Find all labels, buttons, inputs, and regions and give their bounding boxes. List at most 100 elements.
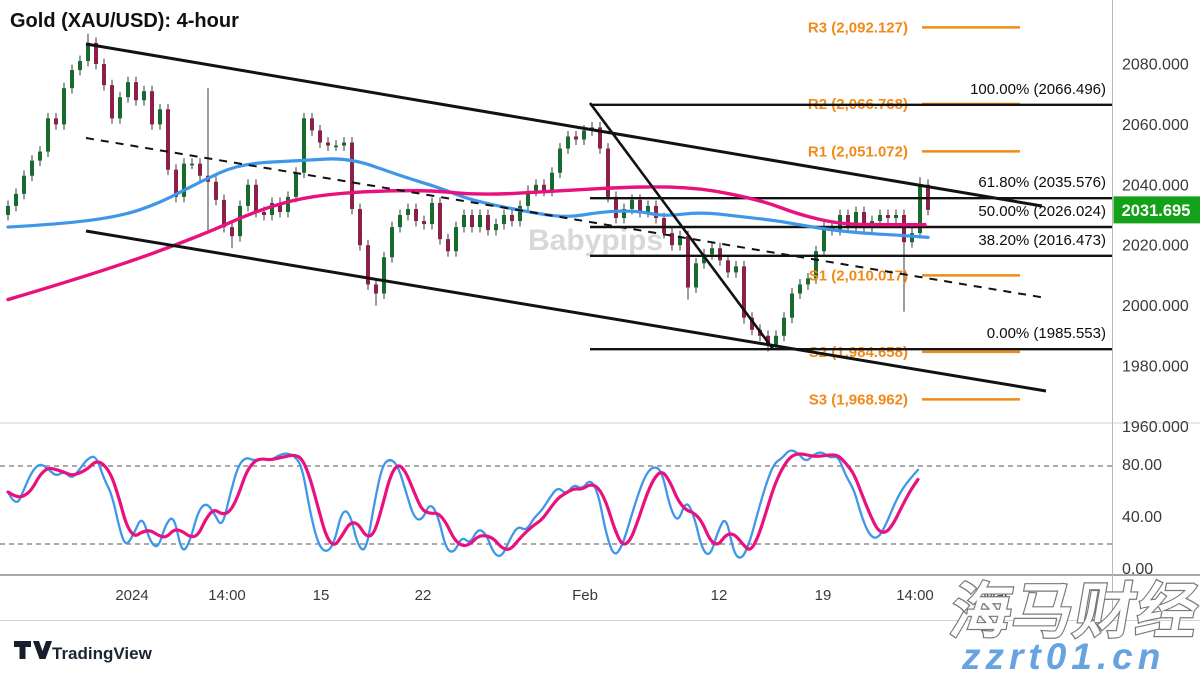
candle-body [390,227,394,258]
candle-body [494,224,498,231]
candle-body [606,148,610,197]
candle-body [398,215,402,228]
stoch-d-line [6,452,920,551]
candle-body [374,284,378,294]
candle-body [294,172,298,197]
candle-body [510,215,514,222]
time-tick-label: Feb [572,587,598,604]
candle-body [350,142,354,209]
candle-body [358,208,362,246]
candle-body [878,215,882,222]
candle-body [478,215,482,228]
candle-body [422,221,426,225]
candle-body [750,317,754,330]
candle-body [670,233,674,246]
channel-upper-line [85,42,1043,208]
candle-body [14,193,18,206]
fib-label: 100.00% (2066.496) [970,81,1106,98]
candle-body [22,175,26,194]
candle-body [862,211,866,228]
candle-body [246,184,250,206]
candle-body [38,151,42,161]
candle-body [150,91,154,125]
candle-body [902,215,906,243]
candle-body [438,202,442,240]
candle-body [342,142,346,146]
candle-body [726,260,730,273]
candle-body [782,317,786,336]
candle-body [62,88,66,125]
candle-body [94,42,98,64]
candle-body [518,205,522,222]
candle-body [822,227,826,252]
price-tick-label: 2040.000 [1122,177,1189,194]
tradingview-logo-icon-v [33,641,52,659]
candle-body [470,215,474,228]
candle-body [654,205,658,219]
fib-label: 38.20% (2016.473) [978,232,1106,249]
candle-body [846,215,850,228]
time-tick-label: 2024 [115,587,148,604]
last-price-label: 2031.695 [1122,202,1191,220]
candle-body [742,266,746,318]
candle-body [278,202,282,212]
candle-body [534,184,538,191]
time-tick-label: Mar [983,587,1009,604]
channel-mid-dashed-line [85,137,1047,299]
candle-body [718,248,722,261]
candle-body [326,142,330,146]
candle-body [542,184,546,191]
time-tick-label: 15 [313,587,330,604]
time-tick-label: 22 [415,587,432,604]
candle-body [30,160,34,176]
time-tick-label: 12 [711,587,728,604]
time-tick-label: 14:00 [208,587,246,604]
stoch-tick-label: 0.00 [1122,561,1153,578]
candle-body [190,163,194,166]
babypips-watermark: Babypips [528,224,663,257]
candle-body [710,248,714,255]
time-scale[interactable] [0,577,1112,620]
price-tick-label: 2060.000 [1122,117,1189,134]
price-scale[interactable] [1112,0,1200,620]
tradingview-logo[interactable]: TradingView [14,641,153,663]
candle-body [238,205,242,237]
pivot-label-S1: S1 (2,010.017) [809,267,908,284]
candle-body [614,196,618,219]
candle-body [790,293,794,318]
candle-body [86,42,90,61]
candle-body [806,278,810,285]
candle-body [630,199,634,209]
chart-layer: R3 (2,092.127)R2 (2,066.768)R1 (2,051.07… [0,0,1200,621]
candle-body [686,236,690,288]
candle-body [182,163,186,197]
brand-watermark-cn: 海马财经 [946,577,1200,644]
chart-title: Gold (XAU/USD): 4-hour [10,10,239,32]
candle-body [414,208,418,222]
candle-body [582,130,586,140]
price-tick-label: 2020.000 [1122,238,1189,255]
candle-body [446,239,450,252]
fib-label: 0.00% (1985.553) [987,325,1106,342]
tradingview-logo-icon [14,641,31,659]
candle-body [302,118,306,173]
candle-body [598,127,602,149]
candle-body [118,97,122,119]
candle-body [78,60,82,71]
fib-label: 50.00% (2026.024) [978,203,1106,220]
candle-body [310,118,314,131]
brand-watermark-url: zzrt01.cn [961,636,1165,675]
candle-body [646,205,650,212]
candle-body [854,211,858,228]
candle-body [6,205,10,215]
candle-body [198,163,202,176]
candle-body [366,245,370,285]
candle-body [558,148,562,173]
candle-body [142,91,146,101]
candle-body [262,211,266,215]
candle-body [110,85,114,119]
candle-body [918,184,922,234]
